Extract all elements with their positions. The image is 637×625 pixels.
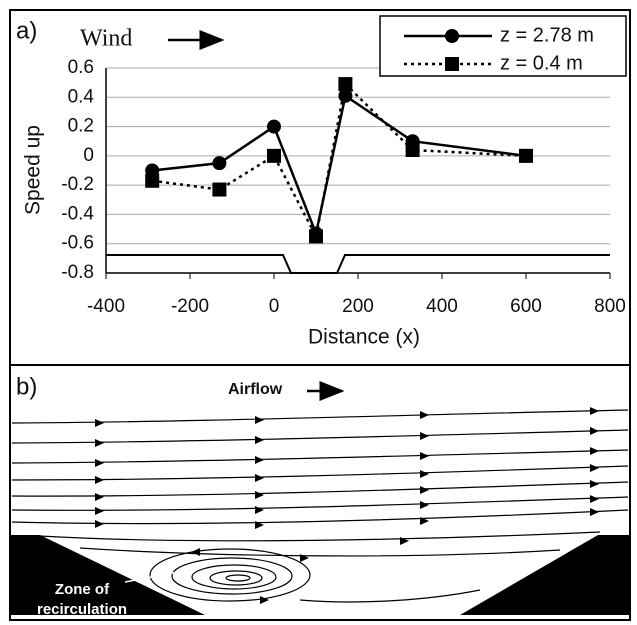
panel-b-border	[9, 364, 631, 621]
legend-label: z = 2.78 m	[500, 24, 594, 46]
legend-marker	[445, 57, 459, 71]
panel-label: b)	[16, 373, 37, 400]
terrain-left	[11, 535, 205, 615]
marker	[309, 229, 323, 244]
marker	[267, 148, 281, 163]
y-tick-label: -0.8	[61, 262, 94, 283]
y-tick-label: -0.2	[61, 174, 94, 195]
x-tick-label: 600	[510, 296, 542, 317]
y-tick-label: 0.4	[68, 86, 95, 107]
x-tick-label: -200	[171, 296, 209, 317]
marker	[212, 156, 227, 171]
y-tick-label: -0.4	[61, 203, 94, 224]
streamlines	[11, 409, 629, 603]
x-tick-label: 400	[426, 296, 458, 317]
marker	[519, 148, 533, 163]
y-tick-label: 0	[83, 145, 94, 166]
marker	[212, 182, 227, 197]
terrain-profile	[106, 254, 610, 274]
series-line	[152, 81, 527, 241]
marker	[145, 173, 160, 188]
marker	[405, 143, 420, 157]
marker	[338, 88, 353, 103]
airflow-label: Airflow	[228, 381, 283, 398]
annotation: recirculation	[37, 601, 127, 618]
plot-a: 0.6 0.4 0.2 0 -0.2 -0.4 -0.6 -0.8 -400 -200 0 200 40…	[61, 57, 626, 317]
x-tick-label: 200	[342, 296, 374, 317]
legend-marker	[445, 29, 459, 43]
terrain-right	[460, 535, 629, 615]
annotation-arrow	[124, 571, 179, 583]
wind-label: Wind	[80, 26, 132, 52]
legend-label: z = 0.4 m	[500, 52, 583, 74]
y-axis-label: Speed up	[22, 125, 45, 215]
x-axis-label: Distance (x)	[308, 326, 420, 349]
legend	[379, 15, 627, 77]
x-tick-label: 800	[594, 296, 626, 317]
legend-entries: z = 2.78 m z = 0.4 m	[404, 24, 594, 74]
marker	[267, 119, 281, 134]
y-tick-label: 0.2	[68, 116, 94, 137]
annotation: Zone of	[55, 581, 110, 598]
stream-arrows	[95, 407, 599, 604]
marker	[338, 77, 353, 92]
x-tick-label: -400	[87, 296, 125, 317]
y-tick-label: 0.6	[68, 57, 94, 78]
panel-label: a)	[16, 17, 37, 44]
x-tick-label: 0	[269, 296, 280, 317]
y-tick-label: -0.6	[61, 233, 94, 254]
